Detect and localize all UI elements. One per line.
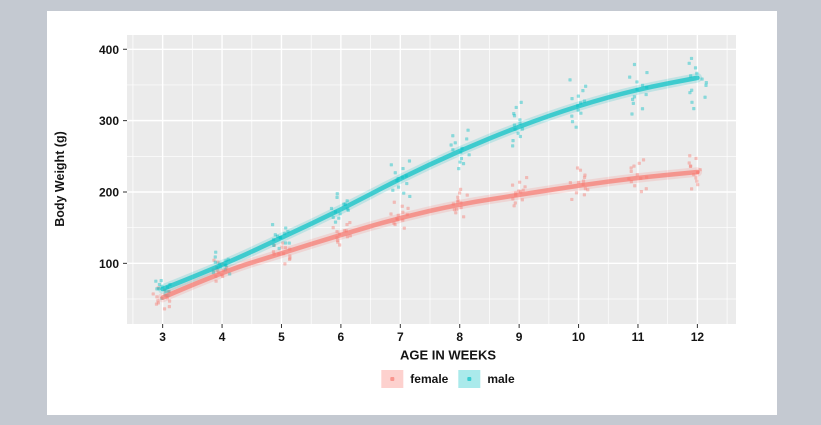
svg-text:9: 9 [516,330,523,344]
svg-text:200: 200 [99,185,119,199]
chart-figure: 3 4 5 6 7 8 9 10 11 12 100 200 300 400 Body Weight (g… [47,11,777,415]
legend-label-female: female [410,372,449,386]
svg-text:6: 6 [338,330,345,344]
legend-swatch-male [458,370,481,388]
svg-text:10: 10 [572,330,586,344]
x-axis-title: AGE IN WEEKS [399,347,497,363]
svg-text:8: 8 [456,330,463,344]
svg-text:11: 11 [632,330,645,344]
svg-text:7: 7 [397,330,404,344]
svg-text:400: 400 [99,43,119,57]
growth-chart: 3 4 5 6 7 8 9 10 11 12 100 200 300 400 [99,35,736,344]
svg-text:12: 12 [691,330,705,344]
y-axis-title: Body Weight (g) [53,131,67,227]
female-point-icon [390,377,395,381]
male-point-icon [467,377,472,381]
svg-text:300: 300 [99,114,119,128]
legend: female male [381,370,515,388]
svg-text:5: 5 [278,330,285,344]
svg-text:3: 3 [159,330,166,344]
legend-item-female: female [381,370,448,388]
legend-label-male: male [487,372,515,386]
legend-swatch-female [381,370,404,388]
svg-text:4: 4 [219,330,226,344]
svg-text:100: 100 [99,257,119,271]
legend-item-male: male [458,370,515,388]
